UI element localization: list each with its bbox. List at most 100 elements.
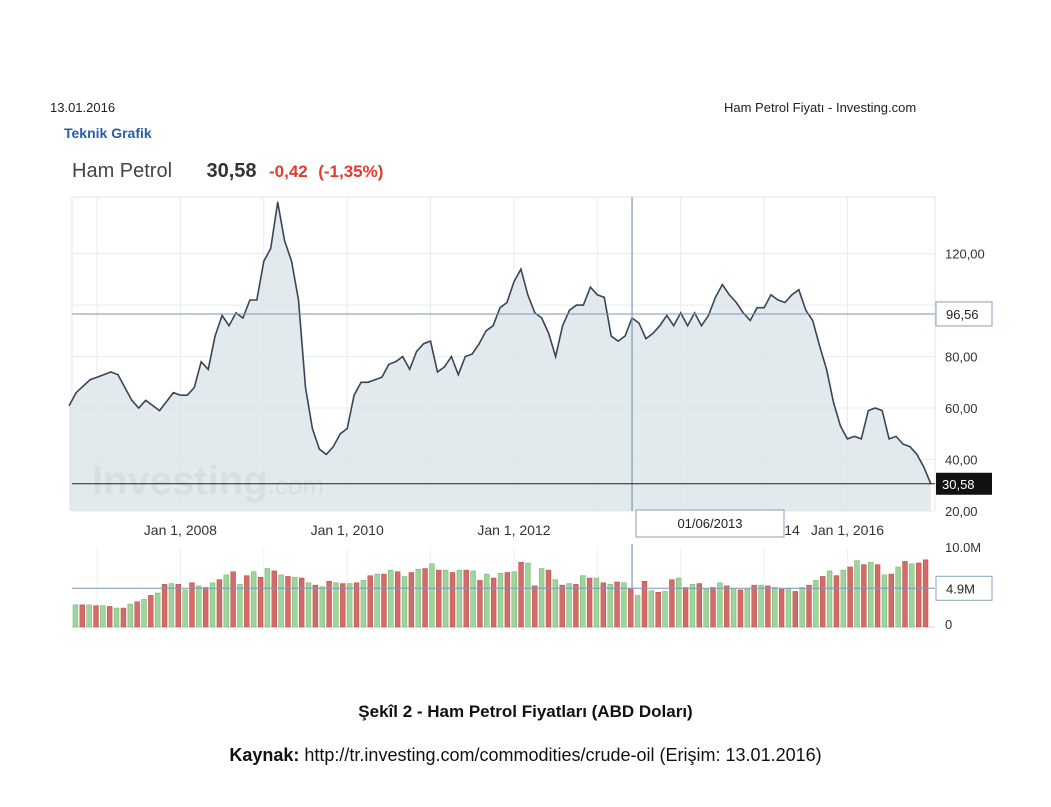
- price-point: [325, 453, 327, 455]
- volume-bar: [107, 606, 113, 628]
- figure-caption: Şekîl 2 - Ham Petrol Fiyatları (ABD Dola…: [358, 702, 693, 721]
- volume-bar: [209, 582, 216, 628]
- volume-bar: [806, 584, 812, 628]
- crosshair-date-box: [635, 509, 785, 538]
- price-point: [186, 394, 188, 396]
- price-point: [249, 299, 251, 301]
- volume-bar: [408, 572, 415, 628]
- page-title: Ham Petrol Fiyatı - Investing.com: [724, 100, 917, 115]
- volume-bar: [545, 569, 552, 628]
- price-point: [568, 309, 571, 311]
- price-point: [193, 386, 195, 389]
- price-point: [506, 301, 508, 304]
- price-point: [520, 268, 522, 270]
- volume-bar: [298, 577, 305, 628]
- source-line: Kaynak: http://tr.investing.com/commodit…: [0, 745, 1051, 766]
- volume-bar: [888, 573, 894, 628]
- volume-bar: [532, 585, 538, 628]
- volume-bar: [833, 575, 840, 628]
- price-point: [541, 317, 543, 319]
- volume-bar: [477, 580, 483, 628]
- price-point: [784, 301, 786, 304]
- price-point: [471, 353, 473, 355]
- volume-bar: [593, 577, 600, 628]
- price-point: [763, 307, 765, 309]
- price-point: [645, 337, 647, 340]
- price-point: [89, 379, 91, 381]
- price-point: [853, 435, 855, 437]
- price-point: [429, 340, 432, 342]
- price-point: [284, 240, 286, 242]
- volume-bar: [490, 577, 497, 628]
- price-point: [652, 332, 654, 335]
- volume-bar: [724, 585, 730, 628]
- price-point: [881, 410, 883, 412]
- last-price-label: 30,58: [942, 477, 975, 492]
- price-point: [485, 330, 487, 332]
- price-point: [422, 343, 425, 345]
- volume-bar: [223, 574, 229, 628]
- price-point: [138, 407, 140, 409]
- volume-bar: [792, 591, 798, 628]
- price-point: [735, 301, 737, 304]
- x-tick-label: 14: [784, 522, 800, 538]
- price-point: [117, 373, 119, 376]
- volume-bar: [765, 585, 771, 628]
- price-point: [895, 435, 897, 437]
- volume-bar: [676, 577, 682, 628]
- volume-bar: [826, 570, 833, 628]
- last-price: 30,58: [206, 160, 257, 182]
- volume-bar: [655, 591, 661, 628]
- volume-bar: [703, 588, 709, 628]
- volume-bar: [86, 604, 92, 628]
- price-point: [513, 281, 515, 283]
- price-point: [888, 438, 890, 440]
- crosshair-date-label: 01/06/2013: [677, 516, 742, 531]
- volume-bar: [573, 584, 579, 628]
- x-tick-label: Jan 1, 2012: [477, 522, 550, 538]
- price-point: [367, 381, 369, 383]
- price-point: [596, 294, 598, 296]
- price-point: [867, 410, 869, 412]
- volume-bar: [614, 581, 620, 628]
- volume-bar: [566, 583, 572, 628]
- volume-bar: [881, 574, 888, 628]
- volume-bar: [264, 568, 271, 628]
- crude-oil-chart[interactable]: Investing.com120,0080,0060,0040,0020,009…: [0, 0, 1051, 650]
- volume-bar: [93, 605, 99, 628]
- price-point: [464, 355, 466, 358]
- price-point: [256, 299, 258, 301]
- y-tick-label: 120,00: [945, 247, 985, 262]
- price-point: [395, 361, 397, 363]
- y-tick-label: 40,00: [945, 453, 978, 468]
- volume-bar: [134, 601, 140, 628]
- price-point: [304, 386, 307, 389]
- volume-bar: [717, 582, 723, 628]
- price-point: [561, 325, 564, 327]
- volume-bar: [367, 575, 373, 628]
- volume-bar: [415, 569, 421, 628]
- volume-bar: [203, 587, 209, 628]
- price-point: [332, 446, 334, 448]
- price-point: [714, 296, 717, 298]
- volume-bar: [148, 595, 154, 628]
- price-point: [311, 428, 314, 430]
- price-point: [221, 314, 223, 316]
- price-point: [916, 453, 918, 455]
- technical-chart-link[interactable]: Teknik Grafik: [64, 125, 152, 141]
- volume-bar: [744, 588, 750, 628]
- crosshair-price-label: 96,56: [946, 307, 979, 322]
- volume-bar: [182, 589, 188, 628]
- price-point: [443, 366, 446, 368]
- volume-tick-label: 10.0M: [945, 540, 981, 555]
- volume-bar: [449, 572, 456, 628]
- price-point: [96, 376, 98, 378]
- price-point: [728, 294, 730, 296]
- volume-bar: [394, 571, 401, 628]
- price-point: [158, 410, 161, 412]
- volume-bar: [388, 569, 394, 628]
- price-point: [527, 294, 529, 296]
- price-line: [68, 201, 932, 485]
- volume-bar: [621, 582, 627, 628]
- volume-bar: [552, 579, 559, 628]
